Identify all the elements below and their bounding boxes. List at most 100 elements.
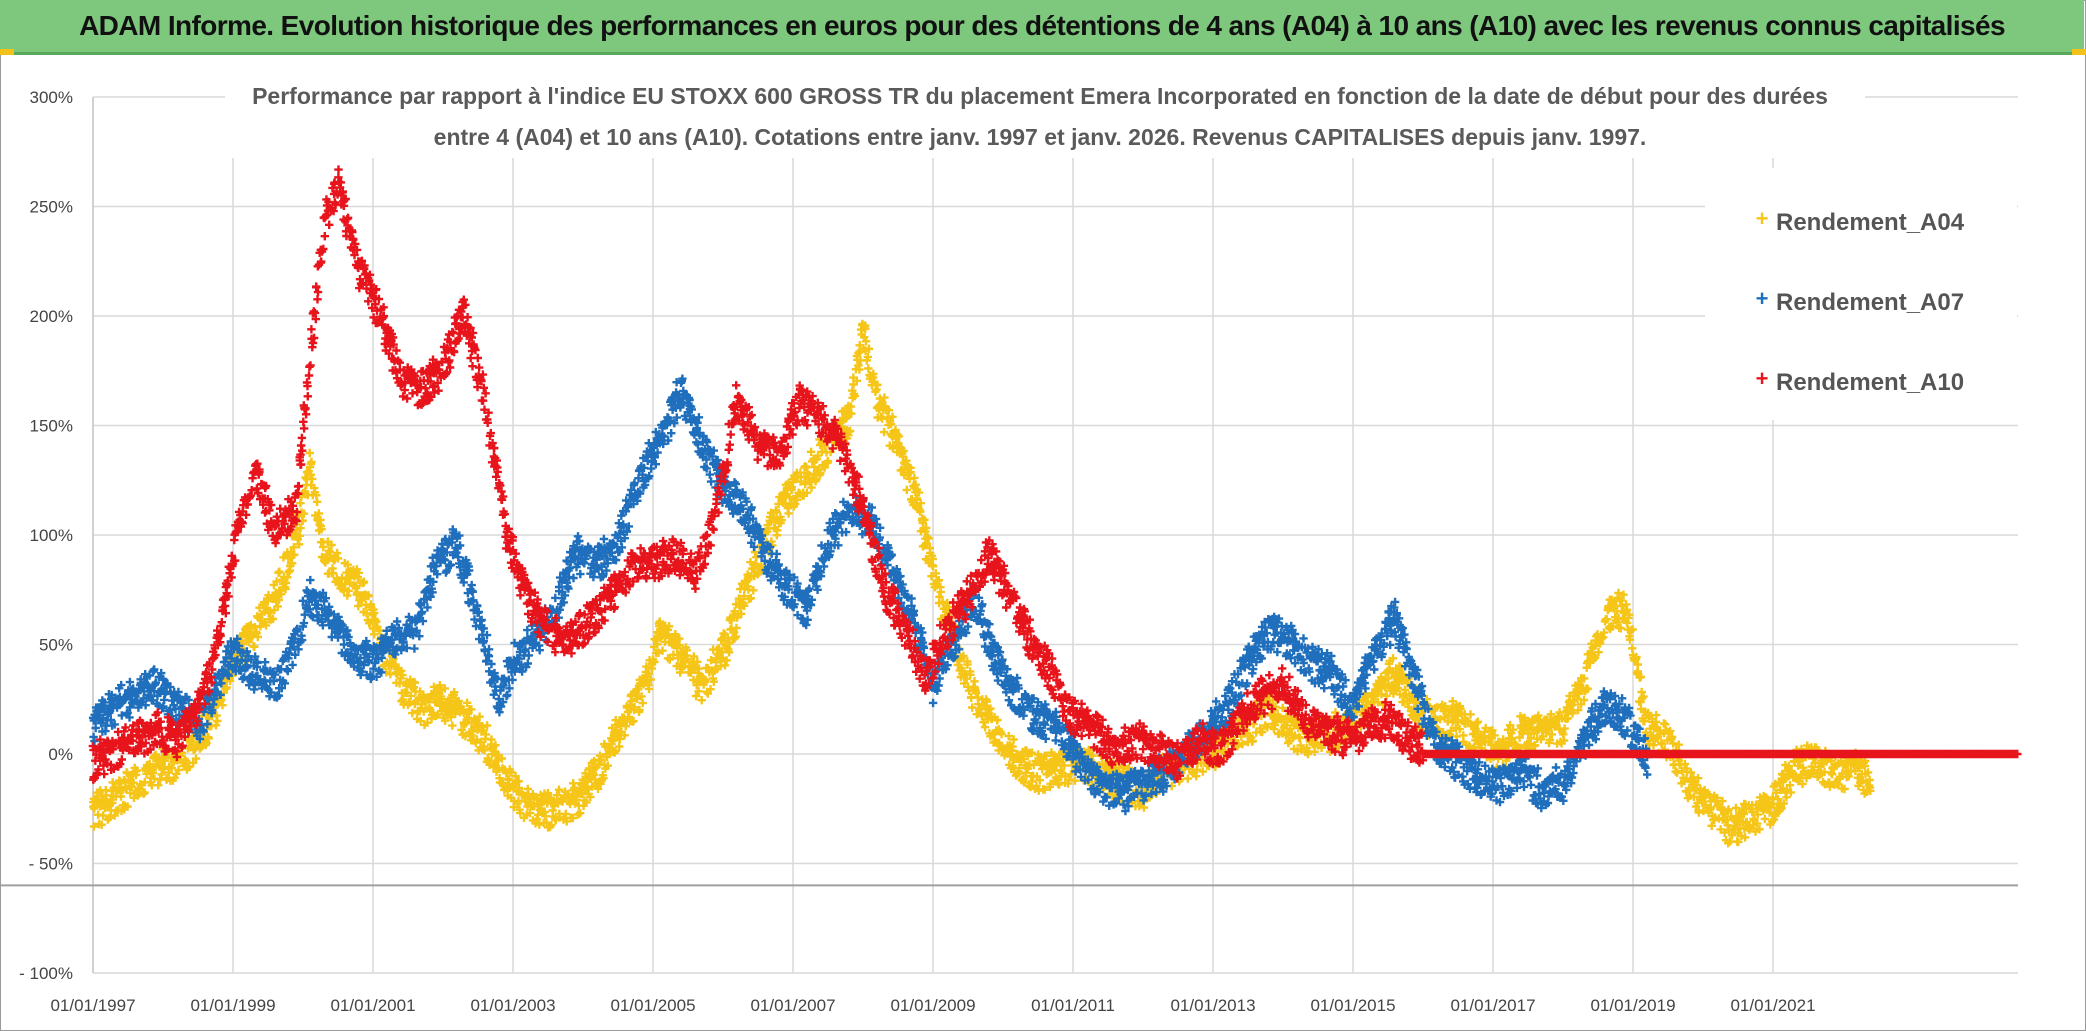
data-point-rendement-a04 (333, 554, 343, 563)
data-point-rendement-a04 (847, 409, 856, 418)
data-point-rendement-a07 (260, 658, 270, 667)
data-point-rendement-a04 (448, 721, 457, 730)
data-point-rendement-a04 (706, 685, 715, 694)
data-point-rendement-a04 (644, 669, 653, 678)
data-point-rendement-a04 (587, 782, 597, 791)
data-point-rendement-a04 (602, 752, 612, 762)
data-point-rendement-a04 (1004, 731, 1013, 741)
data-point-rendement-a04 (516, 808, 525, 818)
data-point-rendement-a04 (842, 413, 851, 422)
data-point-rendement-a04 (272, 577, 281, 586)
data-point-rendement-a04 (481, 730, 491, 739)
data-point-rendement-a04 (123, 802, 132, 811)
data-point-rendement-a04 (722, 656, 731, 665)
data-point-rendement-a04 (979, 718, 988, 727)
data-point-rendement-a04 (277, 590, 286, 599)
data-point-rendement-a04 (864, 344, 874, 353)
data-point-rendement-a04 (491, 741, 500, 750)
data-point-rendement-a04 (620, 731, 629, 740)
data-point-rendement-a04 (910, 473, 919, 483)
data-point-rendement-a04 (132, 766, 142, 775)
data-point-rendement-a04 (963, 657, 972, 666)
data-point-rendement-a04 (1032, 781, 1041, 791)
data-point-rendement-a04 (317, 525, 326, 534)
data-point-rendement-a04 (295, 531, 304, 540)
data-point-rendement-a04 (806, 447, 816, 456)
data-point-rendement-a04 (638, 698, 647, 708)
data-point-rendement-a04 (1035, 776, 1044, 785)
data-point-rendement-a04 (398, 670, 407, 680)
data-point-rendement-a04 (211, 721, 221, 730)
data-point-rendement-a04 (911, 480, 920, 489)
data-point-rendement-a04 (129, 778, 138, 787)
data-point-rendement-a04 (582, 798, 591, 807)
data-point-rendement-a04 (769, 515, 779, 524)
data-point-rendement-a04 (924, 534, 933, 543)
data-point-rendement-a04 (316, 515, 325, 525)
data-point-rendement-a04 (343, 591, 352, 600)
data-point-rendement-a04 (1020, 778, 1029, 787)
data-point-rendement-a04 (944, 602, 953, 612)
data-point-rendement-a04 (997, 729, 1006, 739)
data-point-rendement-a04 (773, 526, 782, 535)
data-point-rendement-a04 (653, 640, 662, 649)
data-point-rendement-a04 (344, 586, 353, 596)
data-point-rendement-a04 (97, 820, 106, 829)
data-point-rendement-a04 (487, 735, 496, 744)
data-point-rendement-a04 (1760, 814, 1770, 824)
data-point-rendement-a04 (343, 560, 352, 569)
data-point-rendement-a04 (632, 694, 642, 703)
data-point-rendement-a04 (823, 456, 833, 466)
data-point-rendement-a04 (213, 716, 222, 726)
data-point-rendement-a04 (275, 567, 284, 576)
data-point-rendement-a04 (724, 648, 734, 657)
data-point-rendement-a04 (682, 646, 691, 655)
data-point-rendement-a04 (737, 609, 746, 619)
data-point-rendement-a04 (980, 723, 990, 732)
data-point-rendement-a04 (542, 818, 551, 827)
data-point-rendement-a04 (700, 675, 710, 684)
data-point-rendement-a04 (860, 321, 870, 330)
data-point-rendement-a04 (642, 662, 651, 671)
data-point-rendement-a04 (664, 622, 674, 631)
data-point-rendement-a07 (993, 676, 1003, 685)
data-point-rendement-a07 (928, 698, 938, 708)
data-point-rendement-a04 (467, 705, 476, 714)
data-point-rendement-a04 (319, 542, 328, 552)
data-point-rendement-a04 (746, 558, 755, 567)
data-point-rendement-a04 (863, 352, 872, 362)
data-point-rendement-a04 (693, 657, 702, 666)
data-point-rendement-a04 (525, 808, 535, 818)
data-point-rendement-a04 (423, 718, 432, 727)
data-point-rendement-a04 (261, 621, 271, 630)
data-point-rendement-a04 (646, 675, 655, 684)
data-point-rendement-a04 (694, 687, 703, 696)
data-point-rendement-a04 (268, 614, 278, 624)
data-point-rendement-a04 (749, 586, 758, 595)
data-point-rendement-a04 (589, 756, 599, 766)
data-point-rendement-a04 (440, 684, 449, 693)
data-point-rendement-a04 (287, 559, 297, 568)
data-point-rendement-a04 (426, 705, 435, 715)
data-point-rendement-a04 (462, 698, 472, 707)
data-point-rendement-a04 (561, 809, 570, 819)
data-point-rendement-a04 (886, 419, 896, 429)
data-point-rendement-a04 (435, 681, 445, 690)
data-point-rendement-a04 (902, 456, 911, 465)
data-point-rendement-a04 (534, 810, 543, 819)
data-point-rendement-a04 (597, 755, 606, 764)
data-point-rendement-a04 (914, 488, 924, 497)
data-point-rendement-a04 (353, 588, 362, 597)
data-point-rendement-a04 (810, 462, 819, 472)
data-point-rendement-a04 (299, 509, 309, 518)
data-point-rendement-a04 (740, 601, 749, 610)
data-point-rendement-a04 (665, 655, 674, 664)
data-point-rendement-a04 (820, 463, 829, 472)
data-point-rendement-a04 (880, 393, 889, 402)
data-point-rendement-a04 (105, 813, 114, 822)
data-point-rendement-a04 (968, 703, 977, 712)
data-point-rendement-a04 (250, 642, 259, 651)
data-point-rendement-a04 (253, 632, 262, 642)
data-point-rendement-a04 (706, 656, 716, 665)
